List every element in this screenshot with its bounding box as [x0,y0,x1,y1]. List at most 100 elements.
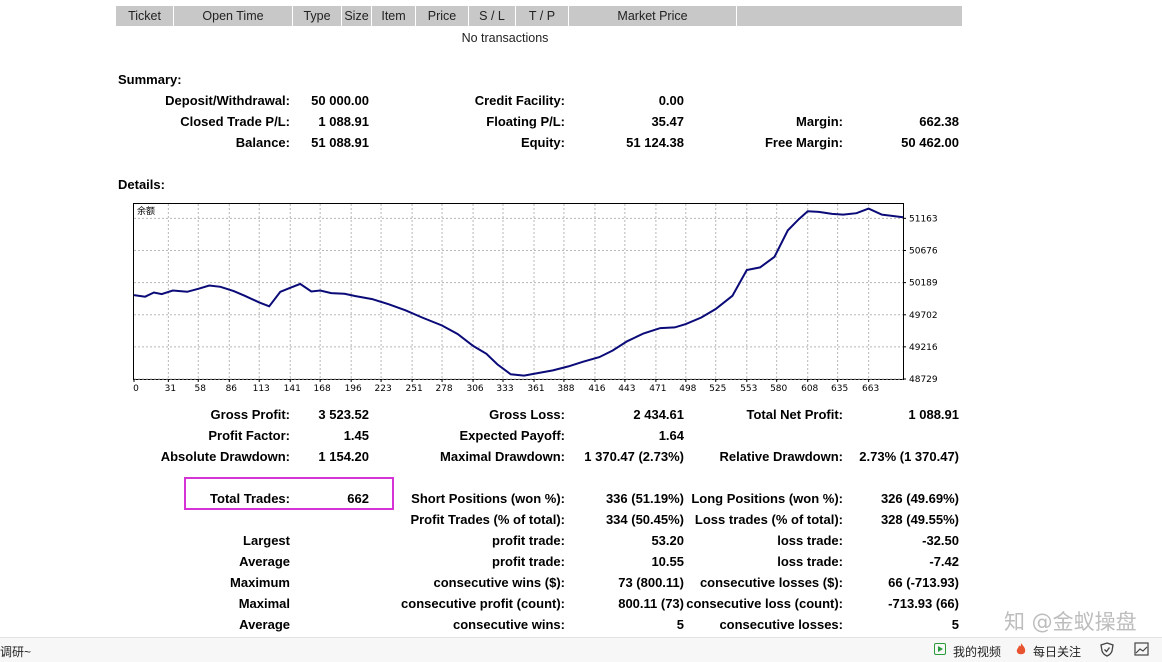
equity-value: 51 124.38 [626,135,684,150]
max-cons-wins-label: consecutive wins ($): [433,575,565,590]
short-positions-value: 336 (51.19%) [605,491,684,506]
x-tick-label: 443 [618,384,635,394]
y-tick-label: 49216 [909,343,938,353]
expected-payoff-label: Expected Payoff: [459,428,565,443]
daily-follow-link[interactable]: 每日关注 [1033,645,1082,659]
margin-label: Margin: [796,114,843,129]
summary-title: Summary: [118,72,182,87]
avg-cons-losses-value: 5 [951,617,959,632]
no-transactions-text: No transactions [461,31,549,45]
absolute-drawdown-value: 1 154.20 [318,449,369,464]
largest-profit-label: profit trade: [492,533,565,548]
total-trades-label: Total Trades: [210,491,290,506]
bottom-bar: 调研~ 我的视频 每日关注 [0,637,1162,662]
largest-loss-label: loss trade: [777,533,843,548]
largest-loss-value: -32.50 [922,533,959,548]
profit-factor-value: 1.45 [343,428,369,443]
x-tick-label: 0 [133,384,139,394]
x-tick-label: 498 [679,384,696,394]
average-loss-value: -7.42 [929,554,959,569]
max-cons-losses-label: consecutive losses ($): [699,575,843,590]
x-tick-label: 141 [284,384,301,394]
largest-label: Largest [243,533,290,548]
y-tick-label: 50676 [909,246,938,256]
total-trades-highlight-box [184,477,394,510]
equity-label: Equity: [520,135,565,150]
gross-loss-value: 2 434.61 [633,407,684,422]
x-tick-label: 663 [862,384,879,394]
balance-value: 51 088.91 [311,135,369,150]
avg-cons-wins-label: consecutive wins: [453,617,565,632]
balance-chart: 0 31 58 86 113 141 168 196 223 251 278 306 333 361 388… [133,203,938,394]
avg-cons-wins-value: 5 [676,617,684,632]
maximal-drawdown-value: 1 370.47 (2.73%) [584,449,684,464]
average-loss-label: loss trade: [777,554,843,569]
relative-drawdown-value: 2.73% (1 370.47) [859,449,959,464]
maximal-profit-value: 800.11 (73) [618,596,684,611]
col-item: Item [372,6,416,26]
closed-pl-label: Closed Trade P/L: [180,114,290,129]
x-tick-label: 525 [709,384,726,394]
average-consecutive-label: Average [239,617,290,632]
maximal-profit-label: consecutive profit (count): [401,596,565,611]
maximal-loss-label: consecutive loss (count): [686,596,843,611]
net-profit-label: Total Net Profit: [746,407,843,422]
details-title: Details: [118,177,165,192]
col-price: Price [416,6,469,26]
profit-trades-label: Profit Trades (% of total): [410,512,565,527]
x-tick-label: 223 [375,384,392,394]
floating-pl-label: Floating P/L: [486,114,565,129]
average-profit-value: 10.55 [651,554,684,569]
x-tick-label: 306 [466,384,483,394]
x-tick-label: 58 [195,384,207,394]
x-tick-label: 278 [435,384,452,394]
x-tick-label: 361 [527,384,544,394]
image-icon[interactable] [1134,642,1149,659]
x-tick-label: 86 [226,384,238,394]
free-margin-value: 50 462.00 [901,135,959,150]
bottom-left-text: 调研~ [0,645,32,659]
x-tick-label: 333 [496,384,513,394]
x-tick-label: 31 [165,384,176,394]
col-market-price: Market Price [569,6,737,26]
chart-y-ticks: 51163 50676 50189 49702 49216 48729 [903,214,938,385]
shield-icon[interactable] [1100,642,1114,660]
watermark: 知 @金蚁操盘 [1004,610,1137,634]
loss-trades-label: Loss trades (% of total): [694,512,843,527]
relative-drawdown-label: Relative Drawdown: [719,449,843,464]
x-tick-label: 635 [831,384,848,394]
largest-profit-value: 53.20 [651,533,684,548]
col-sl: S / L [469,6,516,26]
max-cons-losses-value: 66 (-713.93) [888,575,959,590]
col-size: Size [342,6,372,26]
closed-pl-value: 1 088.91 [318,114,369,129]
chart-x-ticks: 0 31 58 86 113 141 168 196 223 251 278 306 333 361 388… [133,379,879,394]
free-margin-label: Free Margin: [764,135,843,150]
profit-trades-value: 334 (50.45%) [605,512,684,527]
x-tick-label: 553 [740,384,757,394]
maximal-drawdown-label: Maximal Drawdown: [440,449,565,464]
video-icon [934,643,946,655]
expected-payoff-value: 1.64 [658,428,684,443]
my-videos-link[interactable]: 我的视频 [953,645,1002,659]
gross-loss-label: Gross Loss: [489,407,565,422]
average-profit-label: profit trade: [492,554,565,569]
credit-value: 0.00 [658,93,684,108]
balance-series-line [133,207,904,377]
x-tick-label: 471 [649,384,666,394]
chart-grid [134,204,903,380]
total-trades-value: 662 [347,491,369,506]
x-tick-label: 251 [406,384,423,394]
col-tp: T / P [516,6,569,26]
gross-profit-value: 3 523.52 [318,407,369,422]
x-tick-label: 608 [801,384,818,394]
x-tick-label: 388 [557,384,574,394]
transactions-header: Ticket Open Time Type Size Item Price S … [116,6,962,26]
deposit-label: Deposit/Withdrawal: [165,93,290,108]
maximum-label: Maximum [230,575,290,590]
absolute-drawdown-label: Absolute Drawdown: [160,449,290,464]
x-tick-label: 416 [588,384,605,394]
long-positions-label: Long Positions (won %): [691,491,843,506]
col-open-time: Open Time [174,6,293,26]
net-profit-value: 1 088.91 [908,407,959,422]
